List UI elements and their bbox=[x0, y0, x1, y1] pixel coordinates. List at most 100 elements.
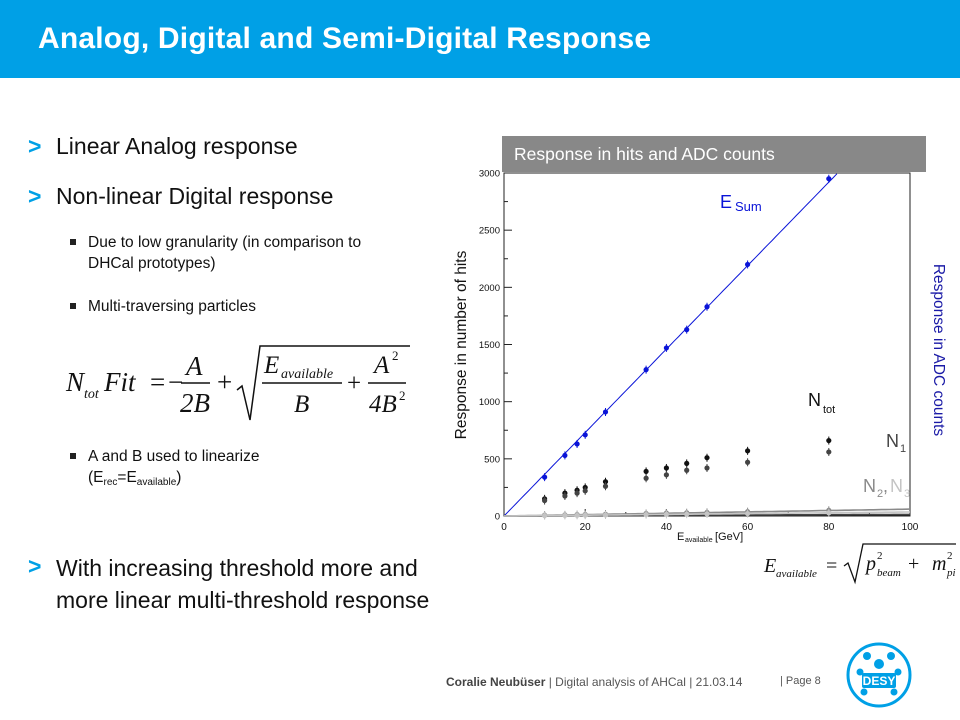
label-n1: N 1 bbox=[886, 431, 906, 455]
data-points bbox=[542, 174, 832, 520]
sub-bullet-text: Multi-traversing particles bbox=[88, 298, 256, 315]
label-esum: E Sum bbox=[720, 192, 762, 214]
formula-e-sub: available bbox=[281, 367, 333, 382]
x-tick-label: 60 bbox=[742, 522, 754, 533]
logo-dot bbox=[894, 668, 902, 676]
formula-2b: 2B bbox=[180, 388, 210, 418]
logo-dot bbox=[890, 688, 898, 696]
label-n1-main: N bbox=[886, 431, 899, 451]
data-point bbox=[542, 474, 548, 480]
x-axis-label-sub: available bbox=[685, 537, 713, 544]
formula-4b2-sup: 2 bbox=[399, 388, 406, 403]
formula-lhs-rest: Fit bbox=[103, 367, 137, 397]
label-n2-n3: N 2 , N 3 bbox=[863, 476, 910, 500]
data-point bbox=[574, 512, 580, 518]
bullet-text: With increasing threshold more and more … bbox=[56, 555, 430, 613]
y-tick-label: 0 bbox=[495, 512, 500, 523]
chart-title: Response in hits and ADC counts bbox=[514, 144, 775, 164]
y-tick-label: 2500 bbox=[479, 226, 500, 237]
x-tick-label: 40 bbox=[661, 522, 673, 533]
data-point bbox=[562, 452, 568, 459]
paren-open: (E bbox=[88, 469, 104, 486]
data-point bbox=[826, 176, 832, 182]
formula-a2: A bbox=[372, 352, 390, 379]
formula2-m-sup: 2 bbox=[947, 550, 953, 562]
formula-plus: + bbox=[347, 370, 361, 397]
sub-bullet-text: A and B used to linearize (Erec=Eavailab… bbox=[88, 446, 428, 493]
formula-eq: = bbox=[150, 367, 165, 397]
data-point bbox=[684, 327, 690, 333]
data-point bbox=[602, 512, 609, 518]
data-point bbox=[643, 475, 649, 481]
bullet-text: Non-linear Digital response bbox=[56, 183, 334, 209]
data-point bbox=[643, 512, 649, 518]
formula-a: A bbox=[184, 351, 203, 381]
eq-e: =E bbox=[117, 469, 137, 486]
e-available-formula: E available = p 2 beam m 2 pi + bbox=[763, 543, 956, 585]
chart-title-box: Response in hits and ADC counts bbox=[502, 136, 926, 172]
bullet-marker: > bbox=[28, 133, 42, 159]
data-point bbox=[582, 432, 588, 438]
formula-lhs-sub: tot bbox=[84, 387, 100, 402]
y-tick-label: 500 bbox=[484, 454, 500, 465]
data-point bbox=[704, 304, 710, 310]
right-axis-label: Response in ADC counts bbox=[930, 264, 947, 437]
data-point bbox=[745, 510, 751, 517]
bullet-marker: > bbox=[28, 183, 42, 209]
square-bullet-icon bbox=[70, 239, 76, 245]
data-point bbox=[542, 513, 548, 519]
label-n3-main: N bbox=[890, 476, 903, 496]
y-tick-label: 3000 bbox=[479, 170, 500, 180]
formula-minus: − bbox=[168, 367, 183, 397]
sub-bullet-text: Due to low granularity (in comparison to… bbox=[88, 234, 362, 272]
data-point bbox=[684, 460, 690, 467]
data-point bbox=[745, 448, 751, 454]
data-point bbox=[663, 345, 669, 351]
data-point bbox=[663, 465, 669, 471]
label-n2-main: N bbox=[863, 476, 876, 496]
formula2-m-sub: pi bbox=[946, 567, 956, 579]
formula-a2-sup: 2 bbox=[392, 348, 399, 363]
footer-info: | Digital analysis of AHCal | 21.03.14 bbox=[545, 675, 743, 689]
data-point bbox=[643, 468, 649, 475]
x-tick-label: 100 bbox=[902, 522, 919, 533]
data-point bbox=[602, 483, 609, 489]
data-point bbox=[663, 511, 669, 517]
logo-text-box bbox=[862, 673, 896, 688]
data-point bbox=[643, 367, 649, 373]
y-tick-label: 1500 bbox=[479, 340, 500, 351]
formula-4b2: 4B bbox=[369, 391, 397, 418]
bullet-marker: > bbox=[28, 553, 42, 579]
formula2-p-sup: 2 bbox=[877, 550, 883, 562]
x-axis-label: E available [GeV] bbox=[677, 531, 743, 544]
logo-text: DESY bbox=[863, 674, 896, 688]
bullet-text: Linear Analog response bbox=[56, 133, 298, 159]
y-axis-label: Response in number of hits bbox=[453, 250, 470, 439]
label-n3-sub: 3 bbox=[904, 488, 910, 500]
data-point bbox=[704, 455, 710, 461]
data-point bbox=[562, 493, 568, 499]
formula2-plus: + bbox=[908, 553, 919, 575]
footer-author-name: Coralie Neubüser bbox=[446, 675, 546, 689]
formula2-p: p bbox=[864, 553, 876, 575]
formula-b: B bbox=[294, 391, 309, 418]
fit-line bbox=[503, 173, 838, 517]
available-subscript: available bbox=[136, 477, 177, 488]
formula2-p-sub: beam bbox=[877, 567, 901, 579]
x-tick-label: 80 bbox=[823, 522, 835, 533]
footer-page: | Page 8 bbox=[780, 675, 821, 687]
slide-title: Analog, Digital and Semi-Digital Respons… bbox=[38, 22, 652, 55]
formula-plus: + bbox=[217, 367, 232, 397]
label-ntot: N tot bbox=[808, 390, 835, 416]
data-point bbox=[745, 459, 751, 465]
data-point bbox=[562, 512, 568, 519]
logo-dot bbox=[860, 688, 868, 696]
y-tick-label: 2000 bbox=[479, 283, 500, 294]
data-point bbox=[602, 409, 609, 415]
formula-e: E bbox=[263, 352, 279, 379]
formula2-lhs: E bbox=[763, 555, 776, 577]
x-axis-label-unit: [GeV] bbox=[715, 531, 743, 543]
sub-bullet-ab-text: A and B used to linearize bbox=[88, 448, 260, 465]
sqrt-icon bbox=[236, 345, 410, 421]
